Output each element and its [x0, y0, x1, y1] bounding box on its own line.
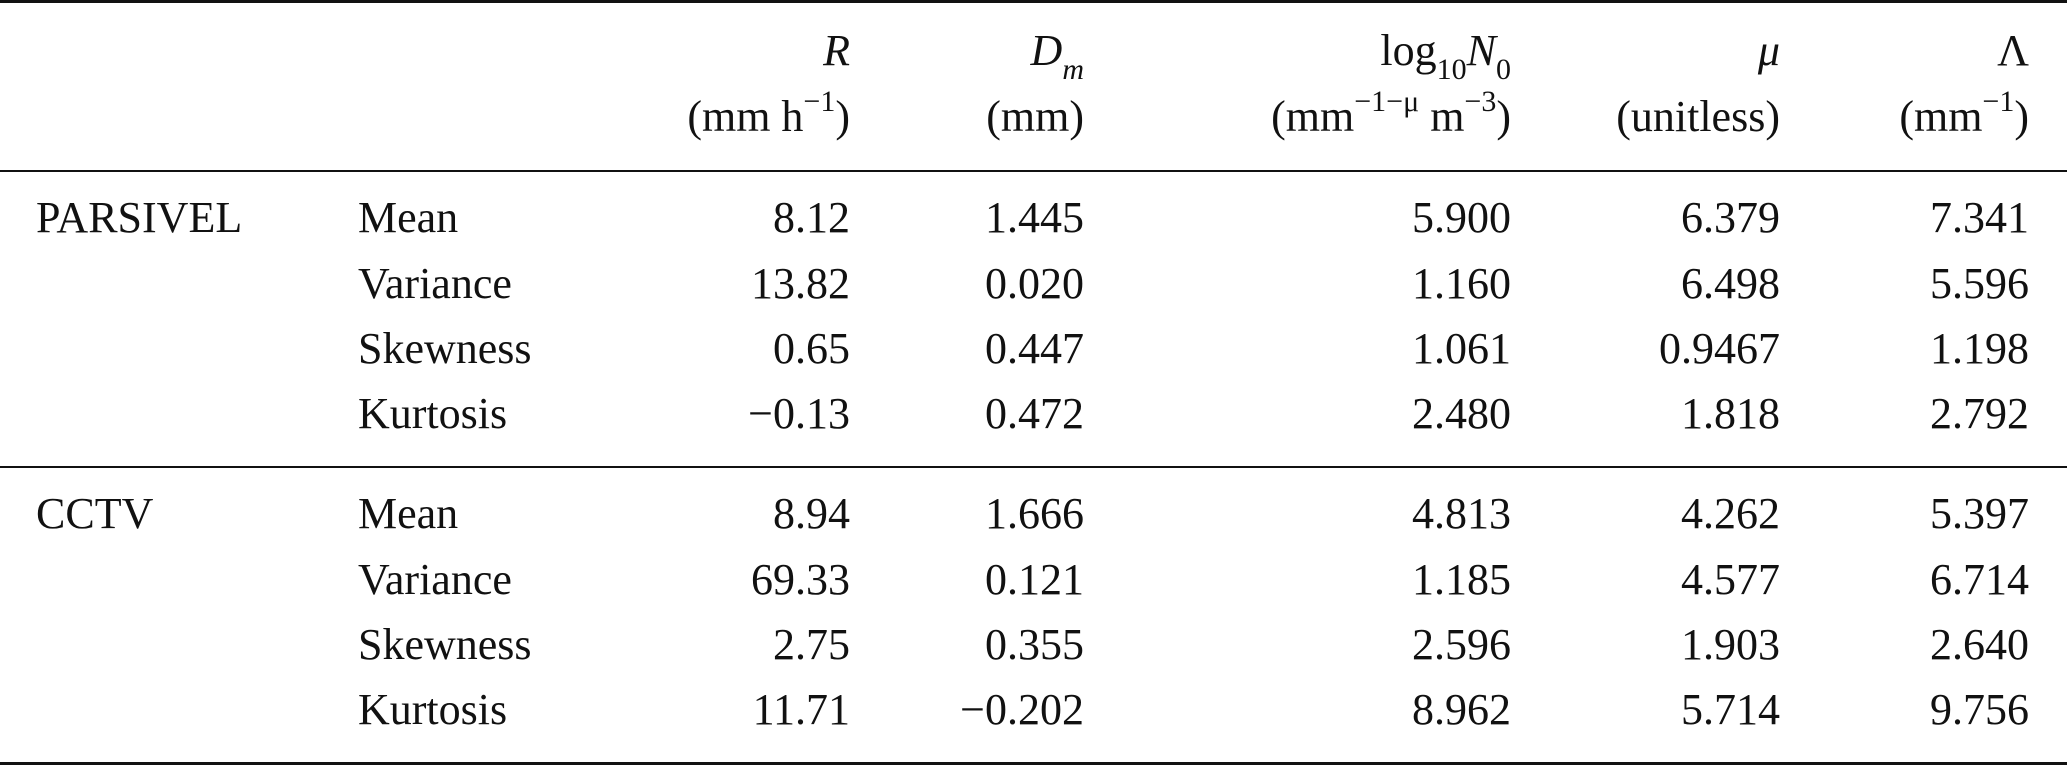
- table-row-stat: Mean: [358, 193, 459, 242]
- table-row-stat: Variance: [358, 259, 512, 308]
- table-row-stat: Skewness: [358, 324, 532, 373]
- table-cell-mu: 4.262: [1681, 489, 1780, 538]
- header-Lambda-symbol: Λ: [1997, 26, 2029, 76]
- header-mu-symbol: μ: [1758, 26, 1780, 76]
- header-R-unit-post: ): [835, 92, 850, 141]
- header-N0-symbol: log10N0: [1380, 26, 1511, 84]
- header-Dm-symbol-text: D: [1030, 26, 1063, 75]
- table-cell-N0: 1.185: [1412, 555, 1511, 604]
- table-cell-Dm: 0.020: [985, 259, 1084, 308]
- group-separator-rule: [0, 466, 2067, 468]
- table-cell-Lambda: 7.341: [1930, 193, 2029, 242]
- header-N0-unit-sup2: −3: [1464, 85, 1497, 119]
- table-cell-R: 69.33: [751, 555, 850, 604]
- table-cell-mu: 1.903: [1681, 620, 1780, 669]
- table-row-stat: Kurtosis: [358, 389, 508, 438]
- header-separator-rule: [0, 170, 2067, 172]
- table-cell-Dm: 0.355: [985, 620, 1084, 669]
- header-N0-unit-pre: (mm: [1271, 92, 1355, 141]
- header-R-unit-sup: −1: [803, 85, 836, 119]
- table-cell-mu: 4.577: [1681, 555, 1780, 604]
- header-Dm-symbol: Dm: [1030, 26, 1084, 84]
- group-label-cctv: CCTV: [36, 489, 154, 538]
- header-N0-func-sub: 10: [1436, 52, 1467, 86]
- header-N0-unit-post: ): [1496, 92, 1511, 141]
- table-row-stat: Kurtosis: [358, 685, 508, 734]
- header-Lambda-unit-pre: (mm: [1899, 92, 1983, 141]
- header-Dm-unit: (mm): [986, 92, 1084, 142]
- table-cell-mu: 0.9467: [1659, 324, 1780, 373]
- header-R-unit-pre: (mm h: [687, 92, 804, 141]
- header-N0-unit-mid: m: [1419, 92, 1465, 141]
- header-N0-subscript: 0: [1496, 52, 1511, 86]
- table-row-stat: Mean: [358, 489, 459, 538]
- table-bottom-rule: [0, 762, 2067, 765]
- table-cell-N0: 5.900: [1412, 193, 1511, 242]
- table-cell-Dm: 0.447: [985, 324, 1084, 373]
- header-N0-unit: (mm−1−μ m−3): [1271, 87, 1511, 142]
- header-N0-unit-sup1: −1−μ: [1354, 85, 1420, 119]
- table-cell-N0: 1.160: [1412, 259, 1511, 308]
- table-row-stat: Variance: [358, 555, 512, 604]
- table-cell-R: 8.12: [773, 193, 850, 242]
- header-Lambda-unit-sup: −1: [1982, 85, 2015, 119]
- header-Lambda-unit-post: ): [2014, 92, 2029, 141]
- header-R-unit: (mm h−1): [687, 87, 850, 142]
- table-cell-mu: 5.714: [1681, 685, 1780, 734]
- header-N0-func: log: [1380, 26, 1437, 75]
- table-cell-Dm: 1.666: [985, 489, 1084, 538]
- header-N0-symbol-text: N: [1466, 26, 1496, 75]
- table-cell-R: 11.71: [752, 685, 850, 734]
- table-cell-N0: 2.480: [1412, 389, 1511, 438]
- header-Dm-subscript: m: [1062, 52, 1084, 86]
- table-cell-mu: 1.818: [1681, 389, 1780, 438]
- table-cell-Lambda: 1.198: [1930, 324, 2029, 373]
- table-cell-N0: 8.962: [1412, 685, 1511, 734]
- header-Lambda-unit: (mm−1): [1899, 87, 2029, 142]
- table-cell-R: 2.75: [773, 620, 850, 669]
- header-mu-unit: (unitless): [1616, 92, 1780, 142]
- table-cell-mu: 6.379: [1681, 193, 1780, 242]
- table-top-rule: [0, 0, 2067, 3]
- table-cell-mu: 6.498: [1681, 259, 1780, 308]
- header-mu-symbol-text: μ: [1757, 26, 1780, 75]
- table-cell-R: −0.13: [748, 389, 850, 438]
- table-cell-Dm: 0.472: [985, 389, 1084, 438]
- header-R-symbol: R: [823, 26, 850, 76]
- header-R-symbol-text: R: [823, 26, 850, 75]
- group-label-parsivel: PARSIVEL: [36, 193, 243, 242]
- header-Lambda-symbol-text: Λ: [1997, 26, 2029, 75]
- table-cell-N0: 1.061: [1412, 324, 1511, 373]
- table-cell-R: 13.82: [751, 259, 850, 308]
- table-cell-N0: 4.813: [1412, 489, 1511, 538]
- table-cell-Lambda: 6.714: [1930, 555, 2029, 604]
- table-cell-Lambda: 5.596: [1930, 259, 2029, 308]
- table-cell-N0: 2.596: [1412, 620, 1511, 669]
- table-row-stat: Skewness: [358, 620, 532, 669]
- table-cell-R: 0.65: [773, 324, 850, 373]
- table-cell-Lambda: 2.640: [1930, 620, 2029, 669]
- table-cell-Dm: 1.445: [985, 193, 1084, 242]
- header-mu-unit-text: (unitless): [1616, 92, 1780, 141]
- table-cell-Lambda: 5.397: [1930, 489, 2029, 538]
- header-Dm-unit-text: (mm): [986, 92, 1084, 141]
- table-cell-R: 8.94: [773, 489, 850, 538]
- table-cell-Dm: 0.121: [985, 555, 1084, 604]
- table-cell-Dm: −0.202: [960, 685, 1084, 734]
- table-cell-Lambda: 9.756: [1930, 685, 2029, 734]
- table-cell-Lambda: 2.792: [1930, 389, 2029, 438]
